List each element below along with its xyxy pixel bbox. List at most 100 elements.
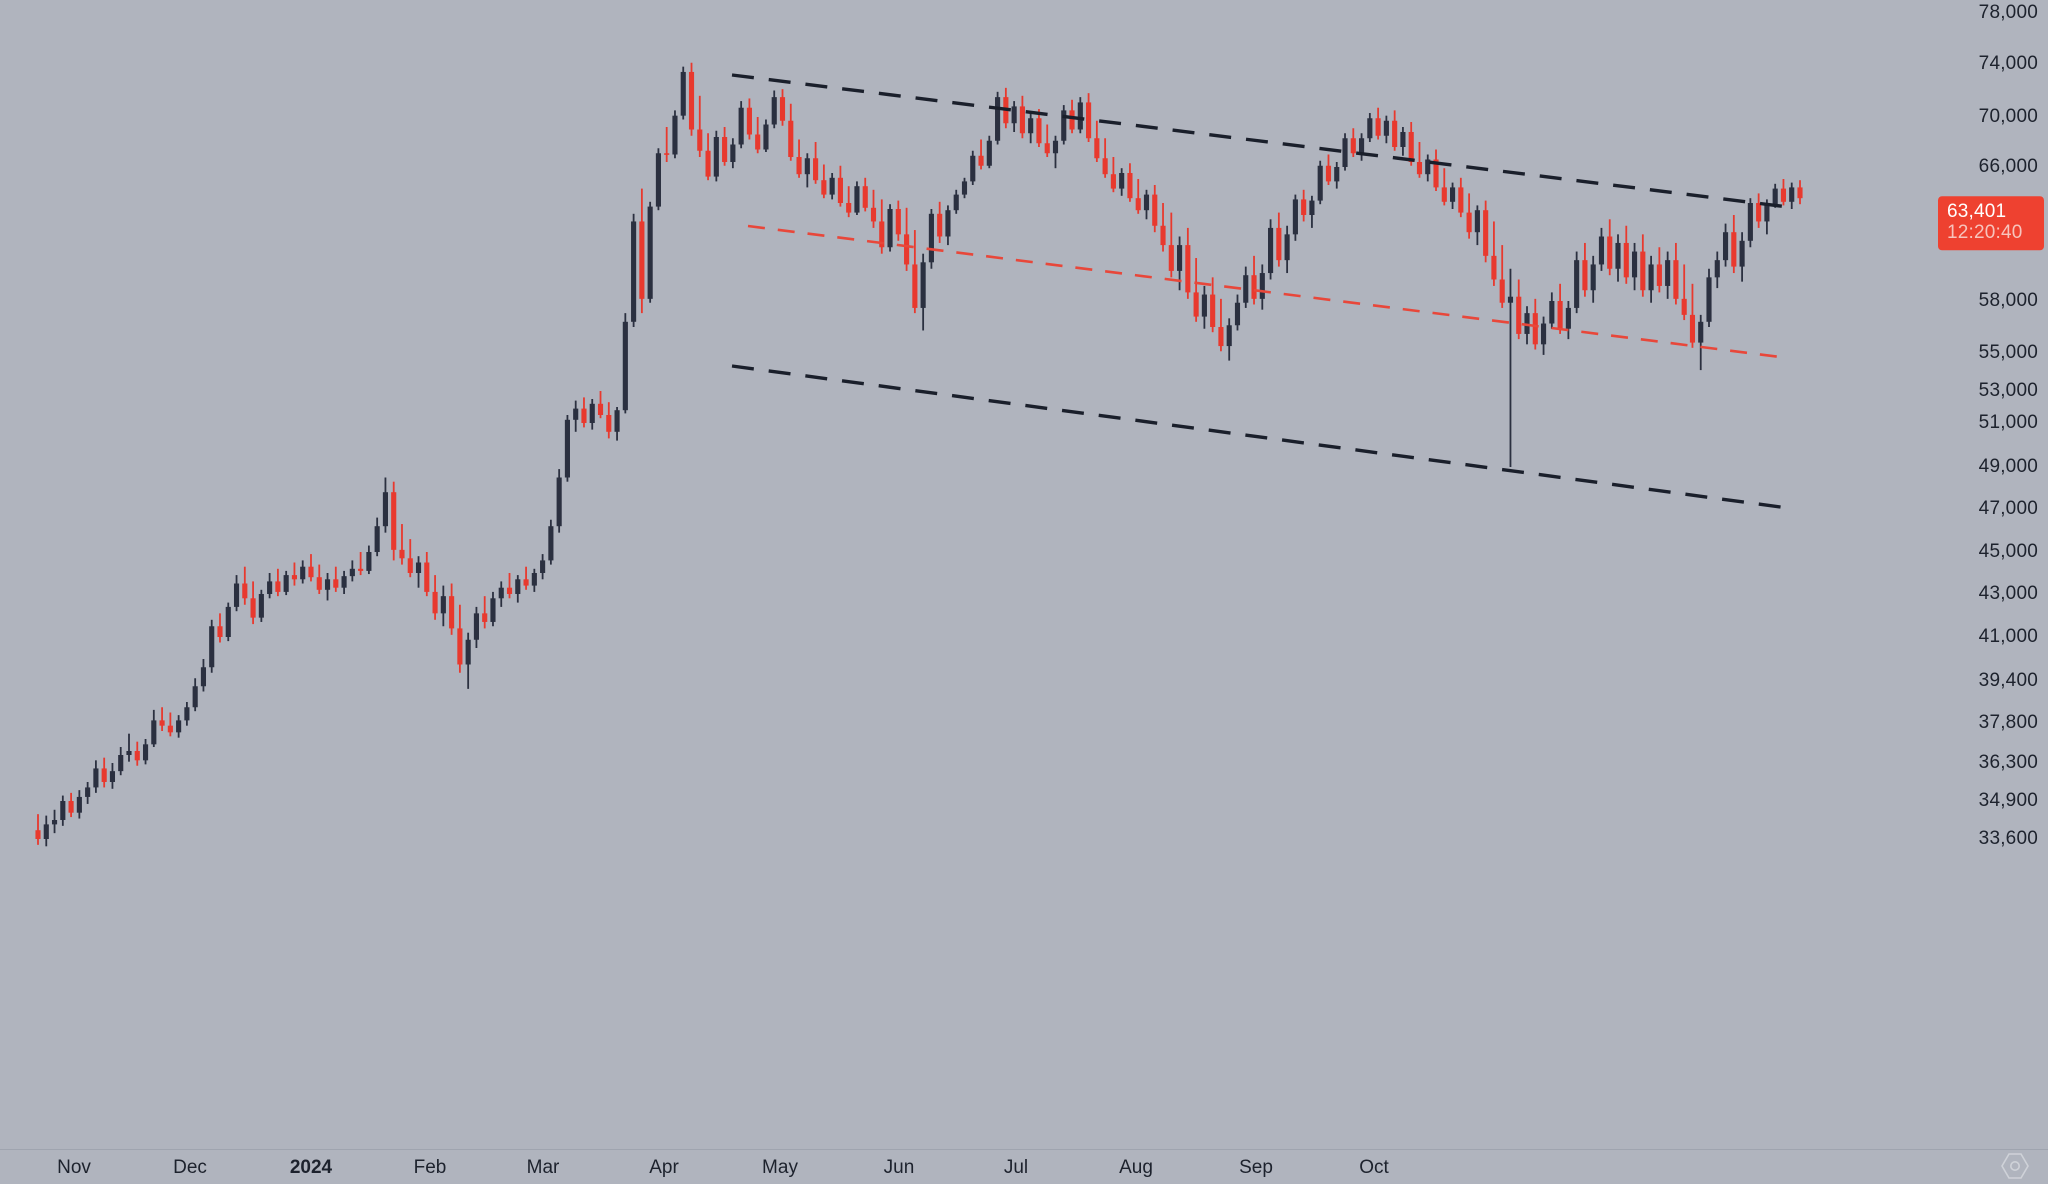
- candle-body-up: [225, 606, 231, 637]
- candle-body-up: [1747, 203, 1753, 241]
- candle-body-down: [1491, 255, 1497, 280]
- candle-wick: [1443, 168, 1446, 206]
- candle-body-up: [60, 801, 66, 820]
- candle-wick: [37, 814, 39, 845]
- candle-body-up: [440, 596, 446, 614]
- candle-body-down: [1218, 327, 1224, 347]
- candle-body-up: [184, 707, 190, 721]
- candle-body-up: [928, 213, 934, 263]
- time-tick: Dec: [173, 1157, 207, 1178]
- candle-body-down: [1466, 212, 1472, 233]
- candle-body-down: [1483, 210, 1489, 256]
- candle-body-up: [1739, 240, 1745, 267]
- candle-body-up: [763, 124, 769, 150]
- time-tick: Aug: [1119, 1157, 1153, 1178]
- time-axis[interactable]: Nov Dec 2024 Feb Mar Apr May Jun Jul Aug Sep Oct: [0, 1149, 2048, 1184]
- candle-body-up: [1061, 110, 1067, 141]
- candle-wick: [1104, 138, 1107, 178]
- candle-body-down: [755, 134, 761, 150]
- candle-body-down: [1532, 313, 1538, 345]
- candle-wick: [1683, 264, 1686, 321]
- candle-body-down: [1797, 187, 1803, 199]
- candle-body-down: [895, 209, 901, 235]
- candle-body-down: [1640, 251, 1646, 291]
- channel-lower[interactable]: [731, 364, 1789, 510]
- candle-body-up: [1425, 159, 1431, 175]
- candle-body-down: [1416, 162, 1423, 175]
- candle-body-down: [1392, 120, 1398, 147]
- candle-body-up: [1309, 200, 1315, 215]
- candle-wick: [359, 552, 362, 576]
- candle-body-down: [68, 801, 74, 813]
- candle-body-up: [1565, 307, 1571, 329]
- candle-body-down: [722, 137, 728, 162]
- price-tick: 74,000: [1978, 53, 2038, 74]
- candle-body-up: [589, 403, 595, 423]
- candle-body-up: [829, 177, 835, 195]
- candle-body-down: [506, 587, 513, 594]
- candle-body-up: [415, 562, 422, 573]
- candle-body-up: [672, 115, 678, 155]
- candle-body-up: [151, 720, 157, 745]
- candle-body-up: [1226, 325, 1232, 347]
- candle-body-down: [581, 408, 587, 423]
- channel-midline[interactable]: [747, 224, 1789, 360]
- current-price-time: 12:20:40: [1947, 222, 2023, 244]
- candle-body-down: [159, 720, 165, 726]
- candle-wick: [1170, 212, 1173, 278]
- candle-body-down: [1350, 138, 1356, 154]
- candle-body-down: [1044, 143, 1050, 154]
- candle-body-up: [970, 155, 976, 182]
- candle-body-up: [200, 667, 207, 687]
- candle-body-down: [639, 221, 645, 299]
- candle-body-up: [1764, 204, 1770, 222]
- candle-body-down: [432, 591, 438, 614]
- candle-body-down: [1375, 118, 1381, 136]
- price-tick: 51,000: [1978, 412, 2038, 433]
- price-tick: 39,400: [1978, 670, 2038, 691]
- candle-wick: [1195, 258, 1198, 322]
- candle-body-up: [258, 594, 264, 618]
- candle-body-down: [275, 581, 281, 592]
- candle-body-down: [399, 549, 405, 559]
- price-tick: 70,000: [1978, 106, 2038, 127]
- candle-body-down: [846, 203, 852, 213]
- candle-body-down: [449, 596, 455, 629]
- annotation-lines: [731, 73, 1789, 510]
- candle-body-down: [1582, 260, 1588, 291]
- candle-wick: [483, 596, 486, 629]
- candle-wick: [1046, 124, 1049, 157]
- chart-plot-area[interactable]: [0, 0, 1930, 1150]
- candle-body-up: [1367, 118, 1373, 139]
- candle-body-up: [498, 587, 504, 599]
- candle-body-up: [1077, 102, 1083, 130]
- candle-body-up: [945, 210, 951, 237]
- candle-body-up: [738, 107, 744, 145]
- candle-body-up: [804, 158, 810, 175]
- candle-body-down: [870, 207, 877, 222]
- candle-body-up: [1665, 260, 1671, 286]
- candle-body-up: [1615, 242, 1621, 269]
- hexagon-logo-icon[interactable]: [2000, 1152, 2030, 1180]
- candle-body-up: [1540, 323, 1547, 345]
- candle-wick: [698, 95, 701, 157]
- channel-upper[interactable]: [731, 73, 1789, 209]
- candle-body-up: [324, 579, 331, 590]
- current-price-badge[interactable]: 63,401 12:20:40: [1938, 196, 2044, 250]
- price-tick: 78,000: [1978, 2, 2038, 23]
- price-axis[interactable]: 78,00074,00070,00066,00062,00058,00055,0…: [1930, 0, 2048, 1150]
- candle-body-up: [283, 575, 289, 592]
- candle-body-up: [995, 97, 1001, 141]
- candle-body-down: [1681, 298, 1687, 315]
- candle-body-up: [1524, 313, 1530, 334]
- candle-body-down: [134, 751, 140, 761]
- candle-body-up: [43, 824, 49, 839]
- candle-body-up: [51, 820, 58, 825]
- price-tick: 34,900: [1978, 790, 2038, 811]
- candle-body-down: [1127, 173, 1133, 199]
- candle-body-down: [1557, 301, 1563, 329]
- candle-body-up: [176, 720, 182, 733]
- candle-body-up: [515, 579, 521, 594]
- candle-body-down: [1458, 187, 1464, 213]
- candle-body-down: [1441, 187, 1447, 202]
